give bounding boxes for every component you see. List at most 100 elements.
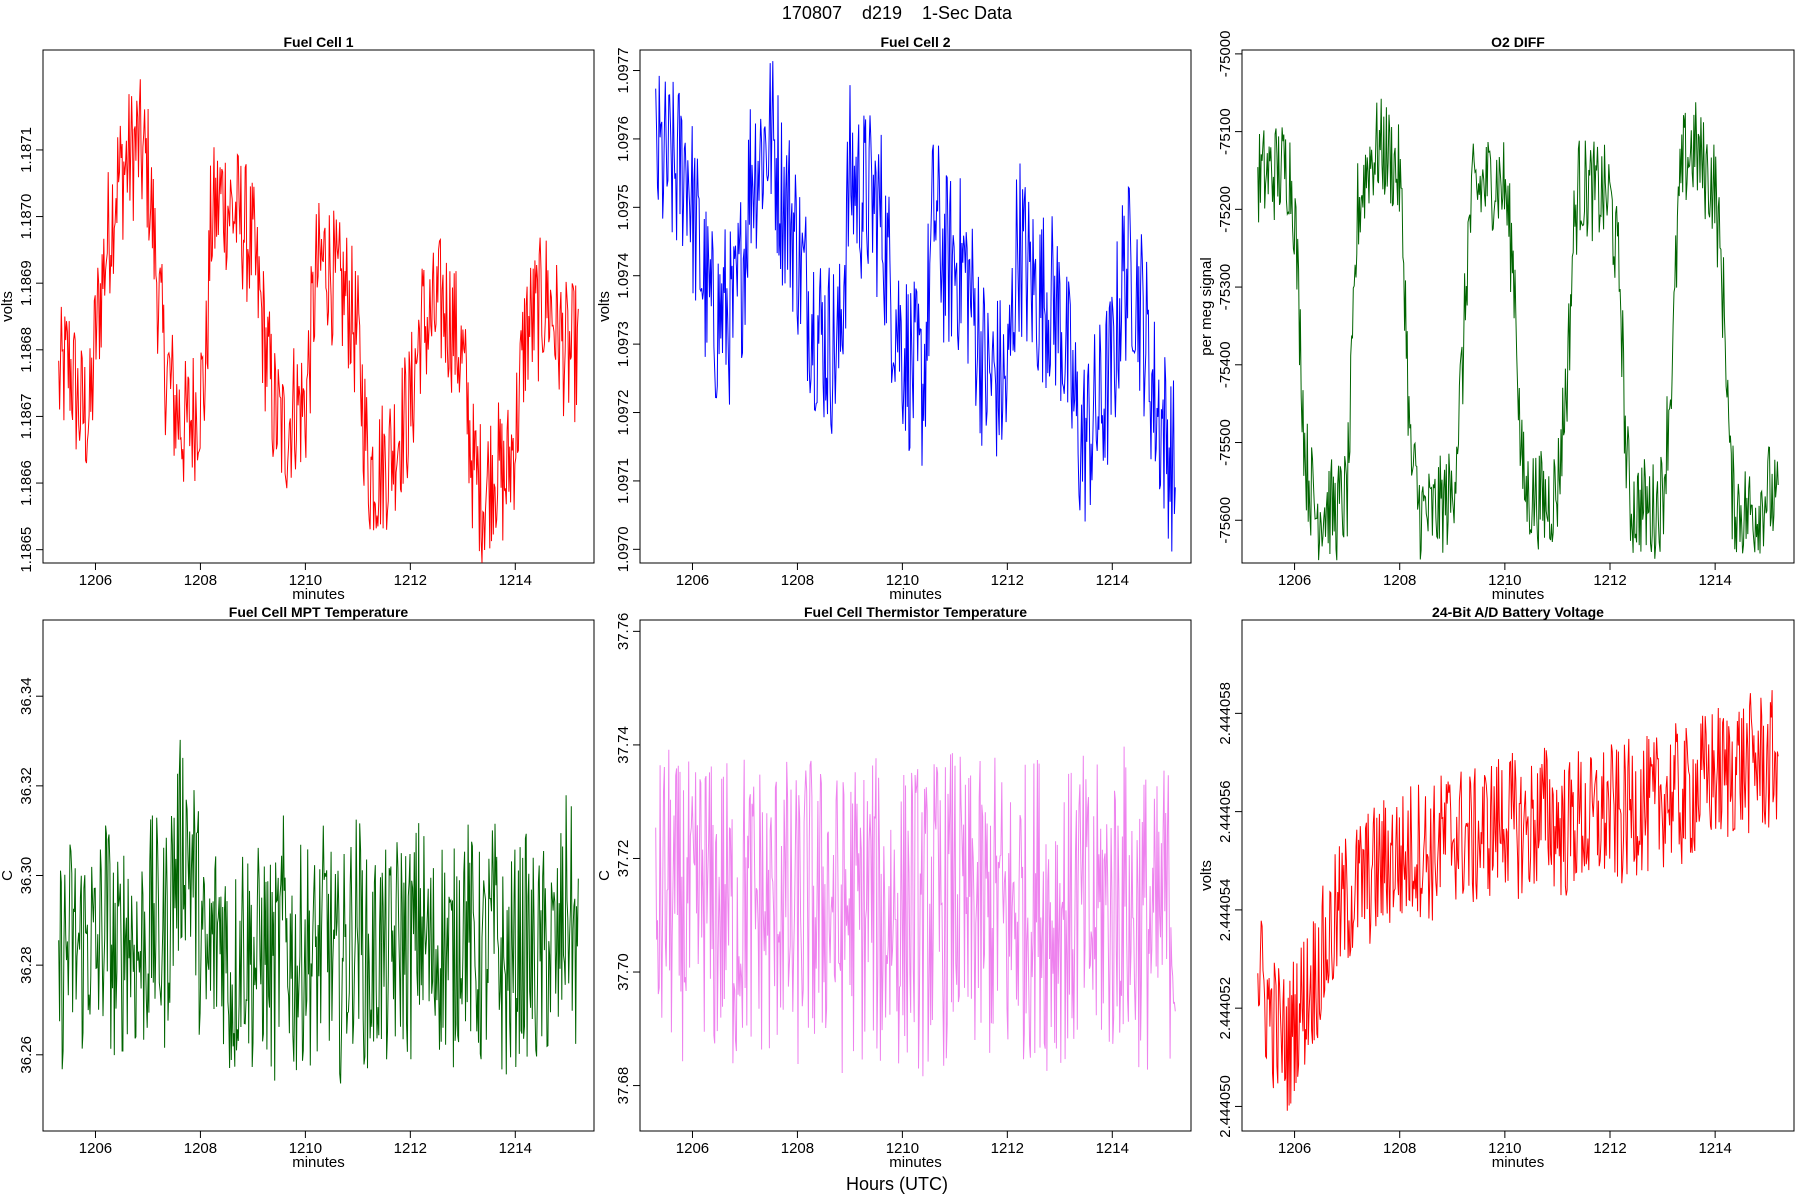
panel-fuel-cell-2-data-point xyxy=(702,275,704,277)
panel-fuel-cell-1-data-point xyxy=(451,322,453,324)
panel-fuel-cell-mpt-temperature-xtick-label: 1208 xyxy=(184,1140,217,1157)
panel-fuel-cell-2-data-point xyxy=(817,329,819,331)
panel-fuel-cell-mpt-temperature-data-point xyxy=(399,933,401,935)
panel-o2-diff-data-point xyxy=(1730,488,1732,490)
panel-fuel-cell-mpt-temperature-data-point xyxy=(357,915,359,917)
panel-fuel-cell-1-xlabel: minutes xyxy=(292,586,345,603)
panel-o2-diff-data-point xyxy=(1577,185,1579,187)
panel-fuel-cell-2-data-point xyxy=(1059,316,1061,318)
panel-24-bit-a-d-battery-voltage-data-point xyxy=(1257,968,1259,970)
panel-fuel-cell-thermistor-temperature-data-point xyxy=(859,914,861,916)
panel-o2-diff-data-point xyxy=(1351,364,1353,366)
panel-fuel-cell-mpt-temperature-data-point xyxy=(567,892,569,894)
panel-fuel-cell-2-data-point xyxy=(1153,398,1155,400)
panel-fuel-cell-mpt-temperature-xtick-label: 1214 xyxy=(499,1140,532,1157)
panel-o2-diff-data-point xyxy=(1388,154,1390,156)
panel-fuel-cell-2-data-point xyxy=(901,343,903,345)
panel-24-bit-a-d-battery-voltage-xtick-label: 1210 xyxy=(1488,1140,1521,1157)
panel-o2-diff-data-point xyxy=(1746,511,1748,513)
panel-24-bit-a-d-battery-voltage-data-point xyxy=(1314,973,1316,975)
panel-fuel-cell-thermistor-temperature-data-point xyxy=(1143,908,1145,910)
panel-fuel-cell-1-xtick-label: 1210 xyxy=(289,572,322,589)
panel-o2-diff-data-point xyxy=(1625,449,1627,451)
panel-o2-diff-data-point xyxy=(1304,457,1306,459)
panel-fuel-cell-thermistor-temperature-data-point xyxy=(702,880,704,882)
panel-24-bit-a-d-battery-voltage-data-point xyxy=(1335,919,1337,921)
panel-24-bit-a-d-battery-voltage-data-point xyxy=(1577,815,1579,817)
panel-24-bit-a-d-battery-voltage-data-point xyxy=(1703,781,1705,783)
panel-o2-diff-data-point xyxy=(1451,496,1453,498)
panel-fuel-cell-1-data-point xyxy=(210,222,212,224)
panel-fuel-cell-mpt-temperature-data-point xyxy=(378,946,380,948)
panel-fuel-cell-1: Fuel Cell 1 1206 1208 1210 1212 1214 minutes 1.… xyxy=(0,34,595,603)
panel-fuel-cell-1-data-point xyxy=(346,295,348,297)
panel-o2-diff-data-point xyxy=(1399,177,1401,179)
panel-fuel-cell-thermistor-temperature-title: Fuel Cell Thermistor Temperature xyxy=(804,604,1027,620)
panel-fuel-cell-1-ylabel: volts xyxy=(0,291,16,322)
panel-o2-diff-data-point xyxy=(1693,146,1695,148)
panel-fuel-cell-1-data-point xyxy=(535,315,537,317)
panel-24-bit-a-d-battery-voltage-data-point xyxy=(1525,830,1527,832)
panel-fuel-cell-1-data-point xyxy=(315,275,317,277)
panel-fuel-cell-2-data-point xyxy=(676,172,678,174)
panel-o2-diff-data-point xyxy=(1546,504,1548,506)
panel-fuel-cell-thermistor-temperature-data-point xyxy=(954,886,956,888)
panel-fuel-cell-2-data-point xyxy=(1069,377,1071,379)
panel-fuel-cell-1-data-point xyxy=(462,362,464,364)
panel-fuel-cell-mpt-temperature-data-point xyxy=(577,964,579,966)
panel-fuel-cell-2-xtick-label: 1212 xyxy=(991,572,1024,589)
panel-fuel-cell-thermistor-temperature-data-point xyxy=(749,914,751,916)
panel-fuel-cell-thermistor-temperature-data-point xyxy=(791,937,793,939)
panel-fuel-cell-2-data-point xyxy=(665,165,667,167)
panel-fuel-cell-mpt-temperature-data-point xyxy=(388,968,390,970)
panel-fuel-cell-thermistor-temperature-series-line xyxy=(655,746,1176,1077)
panel-fuel-cell-thermistor-temperature-data-point xyxy=(760,903,762,905)
panel-o2-diff-data-point xyxy=(1777,511,1779,513)
panel-o2-diff-data-point xyxy=(1756,507,1758,509)
panel-fuel-cell-thermistor-temperature-data-point xyxy=(870,891,872,893)
panel-fuel-cell-thermistor-temperature-data-point xyxy=(1164,903,1166,905)
panel-fuel-cell-1-data-point xyxy=(399,429,401,431)
panel-fuel-cell-thermistor-temperature-data-point xyxy=(676,914,678,916)
panel-fuel-cell-mpt-temperature-data-point xyxy=(89,933,91,935)
panel-fuel-cell-2-data-point xyxy=(691,206,693,208)
panel-o2-diff-data-point xyxy=(1514,286,1516,288)
panel-fuel-cell-mpt-temperature-data-point xyxy=(147,937,149,939)
panel-fuel-cell-thermistor-temperature-data-point xyxy=(1132,925,1134,927)
panel-o2-diff-data-point xyxy=(1409,457,1411,459)
panel-24-bit-a-d-battery-voltage-data-point xyxy=(1609,810,1611,812)
figure-title: 170807 d219 1-Sec Data xyxy=(782,3,1013,23)
panel-fuel-cell-thermistor-temperature-data-point xyxy=(686,903,688,905)
panel-24-bit-a-d-battery-voltage-data-point xyxy=(1372,874,1374,876)
panel-fuel-cell-1-data-point xyxy=(294,402,296,404)
panel-24-bit-a-d-battery-voltage-data-point xyxy=(1661,796,1663,798)
panel-fuel-cell-2-data-point xyxy=(781,192,783,194)
panel-fuel-cell-2-frame xyxy=(639,49,1192,564)
panel-fuel-cell-mpt-temperature-series-line xyxy=(58,739,579,1084)
panel-fuel-cell-1-data-point xyxy=(556,329,558,331)
panel-fuel-cell-thermistor-temperature-xtick-label: 1214 xyxy=(1096,1140,1129,1157)
panel-fuel-cell-1-data-point xyxy=(483,495,485,497)
panel-fuel-cell-1-ytick-label: 1.1866 xyxy=(18,460,35,506)
panel-fuel-cell-1-data-point xyxy=(430,322,432,324)
panel-fuel-cell-mpt-temperature-data-point xyxy=(294,973,296,975)
panel-fuel-cell-mpt-temperature-data-point xyxy=(210,955,212,957)
panel-fuel-cell-1-xtick-label: 1214 xyxy=(499,572,532,589)
panel-fuel-cell-thermistor-temperature-data-point xyxy=(1111,914,1113,916)
panel-o2-diff-data-point xyxy=(1483,185,1485,187)
panel-o2-diff-data-point xyxy=(1288,165,1290,167)
panel-fuel-cell-mpt-temperature-data-point xyxy=(194,883,196,885)
panel-fuel-cell-thermistor-temperature-data-point xyxy=(655,925,657,927)
panel-fuel-cell-thermistor-temperature-data-point xyxy=(985,920,987,922)
panel-fuel-cell-mpt-temperature-data-point xyxy=(525,942,527,944)
panel-fuel-cell-2-data-point xyxy=(802,275,804,277)
panel-24-bit-a-d-battery-voltage-data-point xyxy=(1346,899,1348,901)
panel-fuel-cell-thermistor-temperature-xtick-label: 1206 xyxy=(676,1140,709,1157)
panel-fuel-cell-mpt-temperature-data-point xyxy=(136,955,138,957)
panel-fuel-cell-thermistor-temperature-data-point xyxy=(996,897,998,899)
panel-fuel-cell-mpt-temperature-data-point xyxy=(184,830,186,832)
panel-fuel-cell-2-data-point xyxy=(849,172,851,174)
panel-fuel-cell-1-xtick-label: 1212 xyxy=(394,572,427,589)
panel-o2-diff-data-point xyxy=(1299,325,1301,327)
panel-fuel-cell-2-data-point xyxy=(1164,432,1166,434)
